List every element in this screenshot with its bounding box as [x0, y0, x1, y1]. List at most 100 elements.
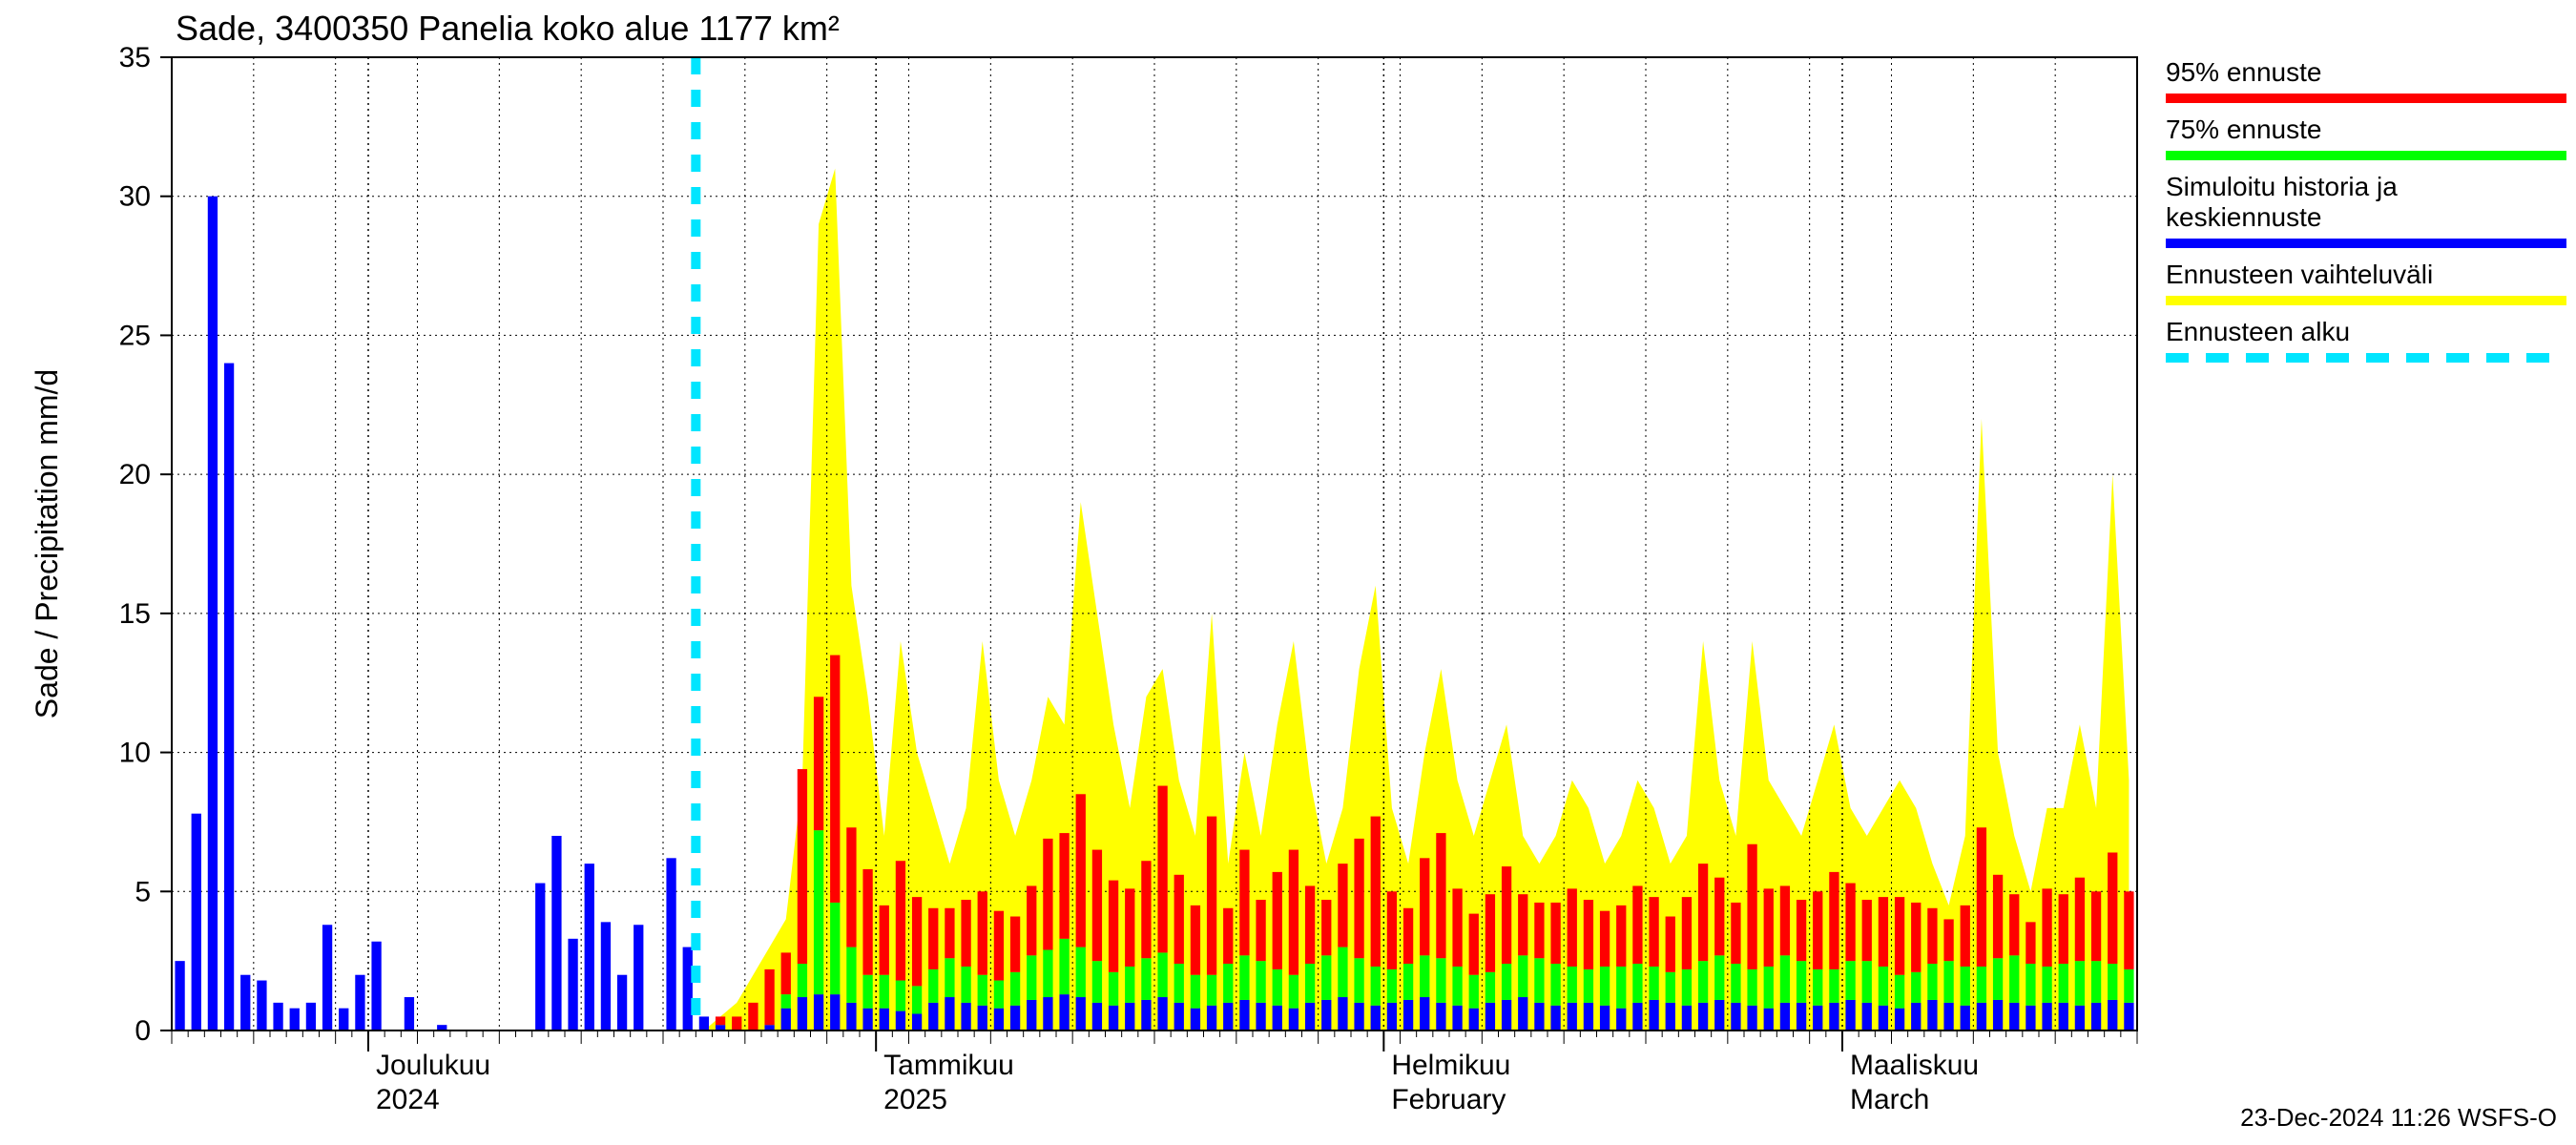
month-label-1: Maaliskuu	[1850, 1050, 1979, 1081]
history-bar	[257, 981, 266, 1030]
forecast-bar-blue	[1502, 1000, 1511, 1030]
forecast-bar-green	[1813, 969, 1822, 1006]
forecast-bar-green	[1239, 955, 1249, 1000]
forecast-bar-green	[1632, 964, 1642, 1003]
forecast-bar-red	[1239, 850, 1249, 956]
forecast-bar-red	[1600, 911, 1610, 967]
history-bar	[683, 947, 693, 1030]
forecast-bar-blue	[1550, 1006, 1560, 1030]
forecast-bar-red	[1993, 875, 2003, 958]
forecast-bar-red	[961, 900, 970, 967]
forecast-bar-blue	[1895, 1009, 1904, 1030]
forecast-bar-green	[1354, 958, 1363, 1003]
forecast-bar-blue	[1191, 1009, 1200, 1030]
legend-label: 75% ennuste	[2166, 114, 2321, 144]
history-bar	[551, 836, 561, 1030]
forecast-bar-blue	[1174, 1003, 1184, 1030]
forecast-bar-red	[1961, 906, 1970, 967]
forecast-bar-blue	[1714, 1000, 1724, 1030]
y-tick-label: 30	[119, 181, 151, 213]
forecast-bar-blue	[1780, 1003, 1790, 1030]
forecast-bar-red	[1943, 919, 1953, 961]
forecast-bar-blue	[1010, 1006, 1020, 1030]
forecast-bar-green	[961, 967, 970, 1003]
forecast-bar-red	[1911, 903, 1921, 972]
history-bar	[601, 922, 611, 1030]
forecast-bar-red	[1256, 900, 1265, 961]
forecast-bar-blue	[1092, 1003, 1102, 1030]
forecast-bar-green	[928, 969, 938, 1003]
forecast-bar-red	[1338, 864, 1347, 947]
forecast-bar-blue	[1289, 1009, 1298, 1030]
month-label-1: Tammikuu	[883, 1050, 1014, 1081]
forecast-bar-green	[781, 994, 791, 1009]
forecast-bar-blue	[1649, 1000, 1658, 1030]
month-label-1: Joulukuu	[376, 1050, 490, 1081]
forecast-bar-green	[2124, 969, 2133, 1003]
forecast-bar-blue	[1076, 997, 1086, 1030]
forecast-bar-blue	[1403, 1000, 1413, 1030]
forecast-bar-blue	[1698, 1003, 1708, 1030]
forecast-bar-green	[1616, 967, 1626, 1009]
forecast-bar-blue	[1845, 1000, 1855, 1030]
forecast-bar-blue	[1927, 1000, 1937, 1030]
forecast-bar-blue	[1027, 1000, 1036, 1030]
history-bar	[208, 197, 218, 1030]
forecast-bar-red	[1059, 833, 1069, 939]
forecast-bar-red	[945, 908, 954, 958]
forecast-bar-blue	[2042, 1003, 2051, 1030]
forecast-bar-red	[1174, 875, 1184, 964]
forecast-bar-green	[945, 958, 954, 997]
forecast-bar-red	[1420, 858, 1429, 955]
forecast-bar-green	[1436, 958, 1445, 1003]
forecast-bar-red	[928, 908, 938, 969]
forecast-bar-green	[1943, 961, 1953, 1003]
forecast-bar-green	[1961, 967, 1970, 1006]
forecast-bar-blue	[1584, 1003, 1593, 1030]
month-label-2: 2025	[883, 1084, 947, 1115]
forecast-bar-green	[1191, 975, 1200, 1009]
month-label-2: March	[1850, 1084, 1929, 1115]
history-bar	[355, 975, 364, 1030]
forecast-bar-green	[880, 975, 889, 1009]
forecast-bar-green	[862, 975, 872, 1009]
forecast-bar-red	[1452, 888, 1462, 967]
history-bar	[240, 975, 250, 1030]
forecast-bar-red	[1207, 817, 1216, 975]
forecast-bar-red	[1534, 903, 1544, 958]
forecast-bar-green	[1420, 955, 1429, 997]
forecast-bar-red	[1157, 786, 1167, 953]
forecast-bar-red	[880, 906, 889, 975]
forecast-bar-red	[1354, 839, 1363, 958]
forecast-bar-green	[1797, 961, 1806, 1003]
forecast-bar-blue	[846, 1003, 856, 1030]
forecast-bar-blue	[1943, 1003, 1953, 1030]
forecast-bar-blue	[978, 1006, 987, 1030]
forecast-bar-red	[1568, 888, 1577, 967]
y-tick-label: 5	[135, 876, 151, 907]
forecast-bar-red	[1403, 908, 1413, 964]
history-bar	[405, 997, 414, 1030]
forecast-bar-red	[1649, 897, 1658, 967]
forecast-bar-green	[1682, 969, 1692, 1006]
forecast-bar-red	[1927, 908, 1937, 964]
forecast-bar-red	[1584, 900, 1593, 969]
forecast-bar-blue	[1043, 997, 1052, 1030]
forecast-bar-blue	[1239, 1000, 1249, 1030]
forecast-bar-green	[1568, 967, 1577, 1003]
legend-label: Ennusteen vaihteluväli	[2166, 260, 2433, 289]
history-bar	[273, 1003, 282, 1030]
forecast-bar-red	[2108, 852, 2117, 964]
forecast-bar-red	[748, 1003, 758, 1030]
history-bar	[175, 961, 184, 1030]
forecast-bar-green	[1829, 969, 1839, 1003]
forecast-bar-green	[1502, 964, 1511, 1000]
forecast-bar-red	[1698, 864, 1708, 961]
forecast-bar-green	[1076, 947, 1086, 997]
forecast-bar-blue	[699, 1016, 709, 1030]
forecast-bar-red	[1191, 906, 1200, 975]
forecast-bar-red	[1518, 894, 1527, 955]
forecast-bar-red	[764, 969, 774, 1025]
month-label-1: Helmikuu	[1391, 1050, 1510, 1081]
forecast-bar-red	[2075, 878, 2085, 961]
